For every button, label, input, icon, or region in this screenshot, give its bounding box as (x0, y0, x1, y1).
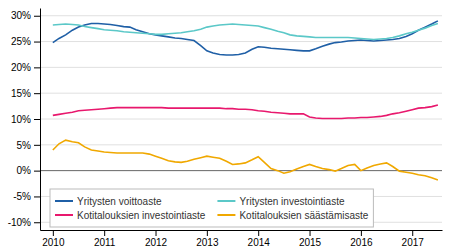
x-tick: 2014 (248, 230, 271, 248)
grid-line (40, 144, 442, 145)
series-line (53, 140, 438, 180)
legend-label: Kotitalouksien investointiaste (77, 210, 206, 221)
legend-box (50, 189, 373, 227)
y-tick-mark (34, 16, 40, 17)
x-tick-label: 2017 (402, 237, 425, 248)
y-tick-label: -10% (8, 217, 31, 228)
grid-line (40, 15, 442, 16)
grid-line (40, 93, 442, 94)
legend-swatch (55, 214, 73, 216)
legend-swatch (217, 214, 235, 216)
lines (53, 21, 438, 180)
legend-label: Kotitalouksien säästämisaste (239, 210, 368, 221)
legend-label: Yritysten investointiaste (239, 196, 344, 207)
x-tick: 2012 (145, 230, 168, 248)
x-tick: 2016 (350, 230, 373, 248)
y-tick: 20% (11, 62, 40, 73)
y-tick-mark (34, 145, 40, 146)
y-tick-label: 25% (11, 36, 31, 47)
y-tick-label: 5% (17, 140, 32, 151)
legend-item: Kotitalouksien säästämisaste (217, 210, 368, 221)
y-tick: 0% (17, 165, 40, 176)
y-tick-label: 10% (11, 114, 31, 125)
series-line (53, 105, 438, 118)
y-tick: -5% (13, 191, 40, 202)
grid-line (40, 67, 442, 68)
y-tick: 15% (11, 88, 40, 99)
x-tick-mark (156, 230, 157, 236)
x-axis-line (41, 230, 443, 231)
x-tick-label: 2011 (94, 237, 116, 248)
x-tick-label: 2013 (196, 237, 219, 248)
x-tick: 2011 (94, 230, 116, 248)
y-tick-mark (34, 42, 40, 43)
x-tick-label: 2010 (42, 237, 65, 248)
y-tick-mark (34, 93, 40, 94)
series-line (53, 23, 438, 39)
y-tick-label: 15% (11, 88, 31, 99)
x-tick-label: 2015 (299, 237, 322, 248)
x-tick-mark (258, 230, 259, 236)
y-tick-mark (34, 222, 40, 223)
x-tick-mark (207, 230, 208, 236)
y-tick: 10% (11, 114, 40, 125)
legend-item: Kotitalouksien investointiaste (55, 210, 206, 221)
legend-label: Yritysten voittoaste (77, 196, 162, 207)
y-tick-label: 30% (11, 10, 31, 21)
x-tick-mark (310, 230, 311, 236)
x-tick-mark (53, 230, 54, 236)
series-line (53, 21, 438, 55)
y-tick-label: 20% (11, 62, 31, 73)
y-tick-mark (34, 67, 40, 68)
y-axis-line (40, 9, 41, 231)
y-tick-mark (34, 119, 40, 120)
grid-line (40, 119, 442, 120)
x-tick-label: 2014 (248, 237, 271, 248)
y-tick: 25% (11, 36, 40, 47)
legend-item: Yritysten investointiaste (217, 196, 344, 207)
x-tick-label: 2016 (350, 237, 373, 248)
x-tick-mark (412, 230, 413, 236)
y-tick-mark (34, 171, 40, 172)
y-tick: 30% (11, 10, 40, 21)
legend: Yritysten voittoaste Yritysten investoint… (50, 189, 373, 227)
legend-swatch (217, 200, 235, 202)
y-tick-mark (34, 196, 40, 197)
chart: 2010 2011 2012 2013 2014 2015 2016 2017 -10% -5% 0… (0, 0, 454, 252)
x-tick-label: 2012 (145, 237, 168, 248)
x-tick: 2010 (42, 230, 65, 248)
x-tick-mark (104, 230, 105, 236)
y-tick-label: -5% (13, 191, 31, 202)
x-tick: 2015 (299, 230, 322, 248)
x-tick-mark (361, 230, 362, 236)
x-tick: 2017 (402, 230, 425, 248)
legend-item: Yritysten voittoaste (55, 196, 162, 207)
y-tick: 5% (17, 140, 40, 151)
legend-swatch (55, 200, 73, 202)
zero-line (40, 170, 442, 171)
y-tick: -10% (8, 217, 40, 228)
y-axis: -10% -5% 0% 5% 10% 15% 20% 25% 30% (8, 9, 41, 231)
x-tick: 2013 (196, 230, 219, 248)
y-tick-label: 0% (17, 165, 32, 176)
x-axis: 2010 2011 2012 2013 2014 2015 2016 2017 (41, 230, 443, 248)
